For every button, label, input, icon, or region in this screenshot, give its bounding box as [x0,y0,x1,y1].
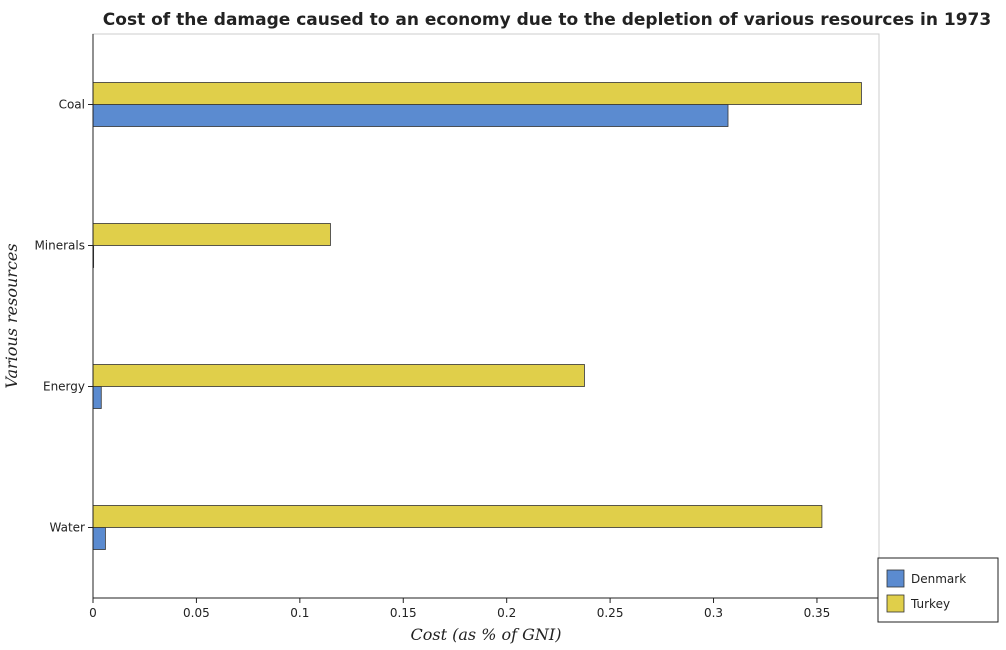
plot-area [92,33,880,599]
y-tick-label: Coal [59,98,85,112]
bar-denmark-energy [92,386,102,409]
y-tick-label: Water [50,521,86,535]
x-tick-label: 0.1 [290,606,309,620]
x-axis-label: Cost (as % of GNI) [411,625,562,644]
bar-turkey-minerals [92,223,331,246]
bar-turkey-coal [92,82,862,105]
x-tick-label: 0.3 [704,606,723,620]
x-tick-label: 0.05 [183,606,210,620]
x-tick-label: 0.15 [390,606,417,620]
bars [92,82,862,550]
x-tick-label: 0.2 [497,606,516,620]
x-tick-label: 0.25 [597,606,624,620]
legend: Denmark Turkey [877,557,999,623]
legend-swatch-denmark [886,569,905,588]
legend-label-turkey: Turkey [910,597,950,611]
bar-turkey-water [92,505,823,528]
legend-swatch-turkey [886,594,905,613]
x-tick-labels: 0 0.05 0.1 0.15 0.2 0.25 0.3 0.35 [89,598,830,620]
x-tick-label: 0.35 [804,606,831,620]
bar-denmark-water [92,527,106,550]
bar-denmark-coal [92,104,729,127]
y-tick-labels: Coal Minerals Energy Water [34,98,93,535]
legend-box [877,557,999,623]
x-tick-label: 0 [89,606,97,620]
chart-title: Cost of the damage caused to an economy … [103,10,991,30]
bar-turkey-energy [92,364,585,387]
y-tick-label: Energy [43,380,85,394]
y-axis-label: Various resources [2,243,21,388]
legend-label-denmark: Denmark [911,572,966,586]
y-tick-label: Minerals [34,239,85,253]
